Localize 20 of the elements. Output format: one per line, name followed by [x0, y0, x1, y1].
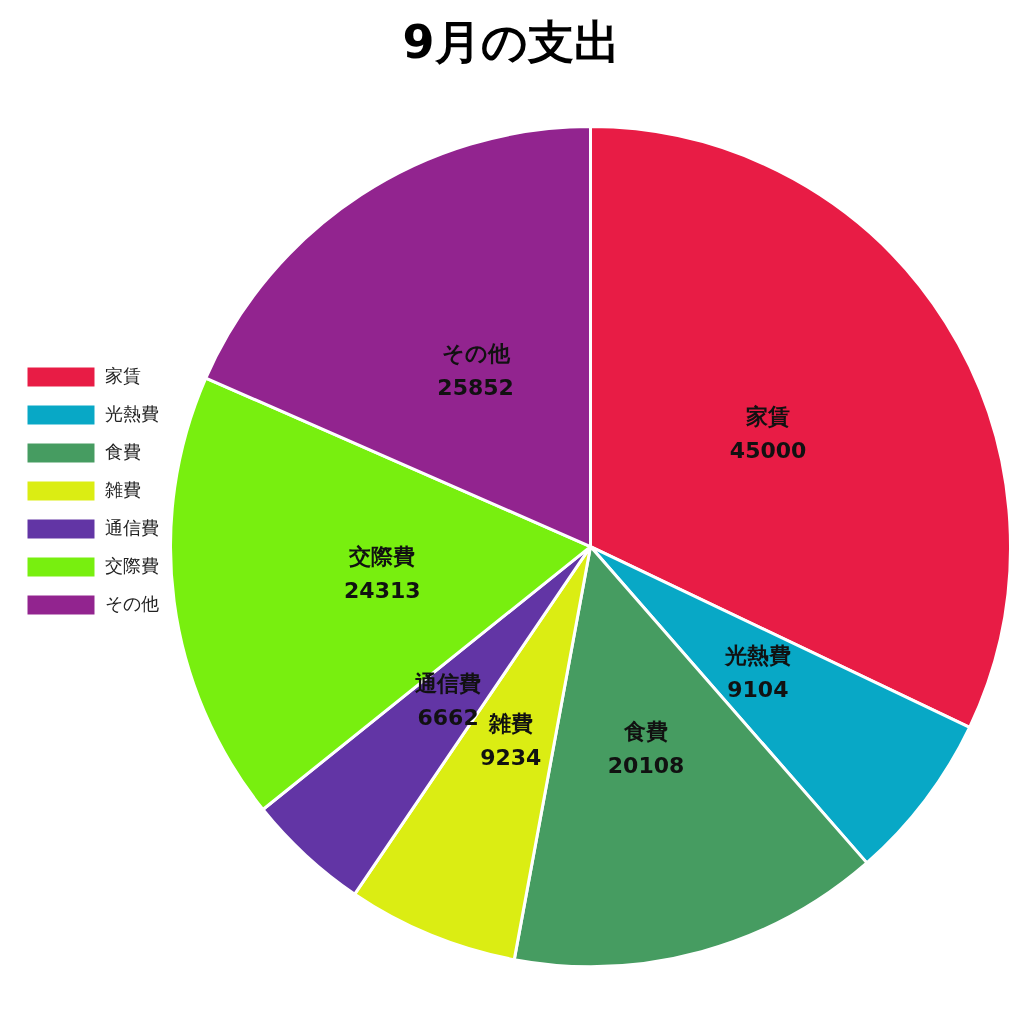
legend-label: 通信費	[105, 516, 159, 538]
data-label: 45000	[729, 438, 807, 464]
legend-label: 光熱費	[105, 402, 159, 424]
legend-label: 家賃	[105, 364, 141, 386]
chart-title: 9月の支出	[402, 14, 620, 69]
slice-label: 家賃	[745, 404, 791, 430]
data-label: 24313	[344, 577, 421, 603]
data-label: 25852	[437, 374, 514, 400]
legend-label: 交際費	[105, 554, 159, 576]
slice-label: その他	[441, 340, 511, 366]
legend-label: 食費	[105, 440, 141, 462]
slice-label: 雑費	[487, 710, 533, 736]
data-label: 20108	[607, 752, 685, 778]
slice-label: 食費	[623, 718, 669, 744]
slice-label: 交際費	[348, 543, 416, 569]
legend-label: その他	[105, 592, 159, 614]
data-label: 9234	[480, 744, 542, 770]
slice-label: 光熱費	[723, 643, 791, 669]
data-label: 9104	[727, 677, 789, 703]
legend-label: 雑費	[105, 478, 141, 500]
